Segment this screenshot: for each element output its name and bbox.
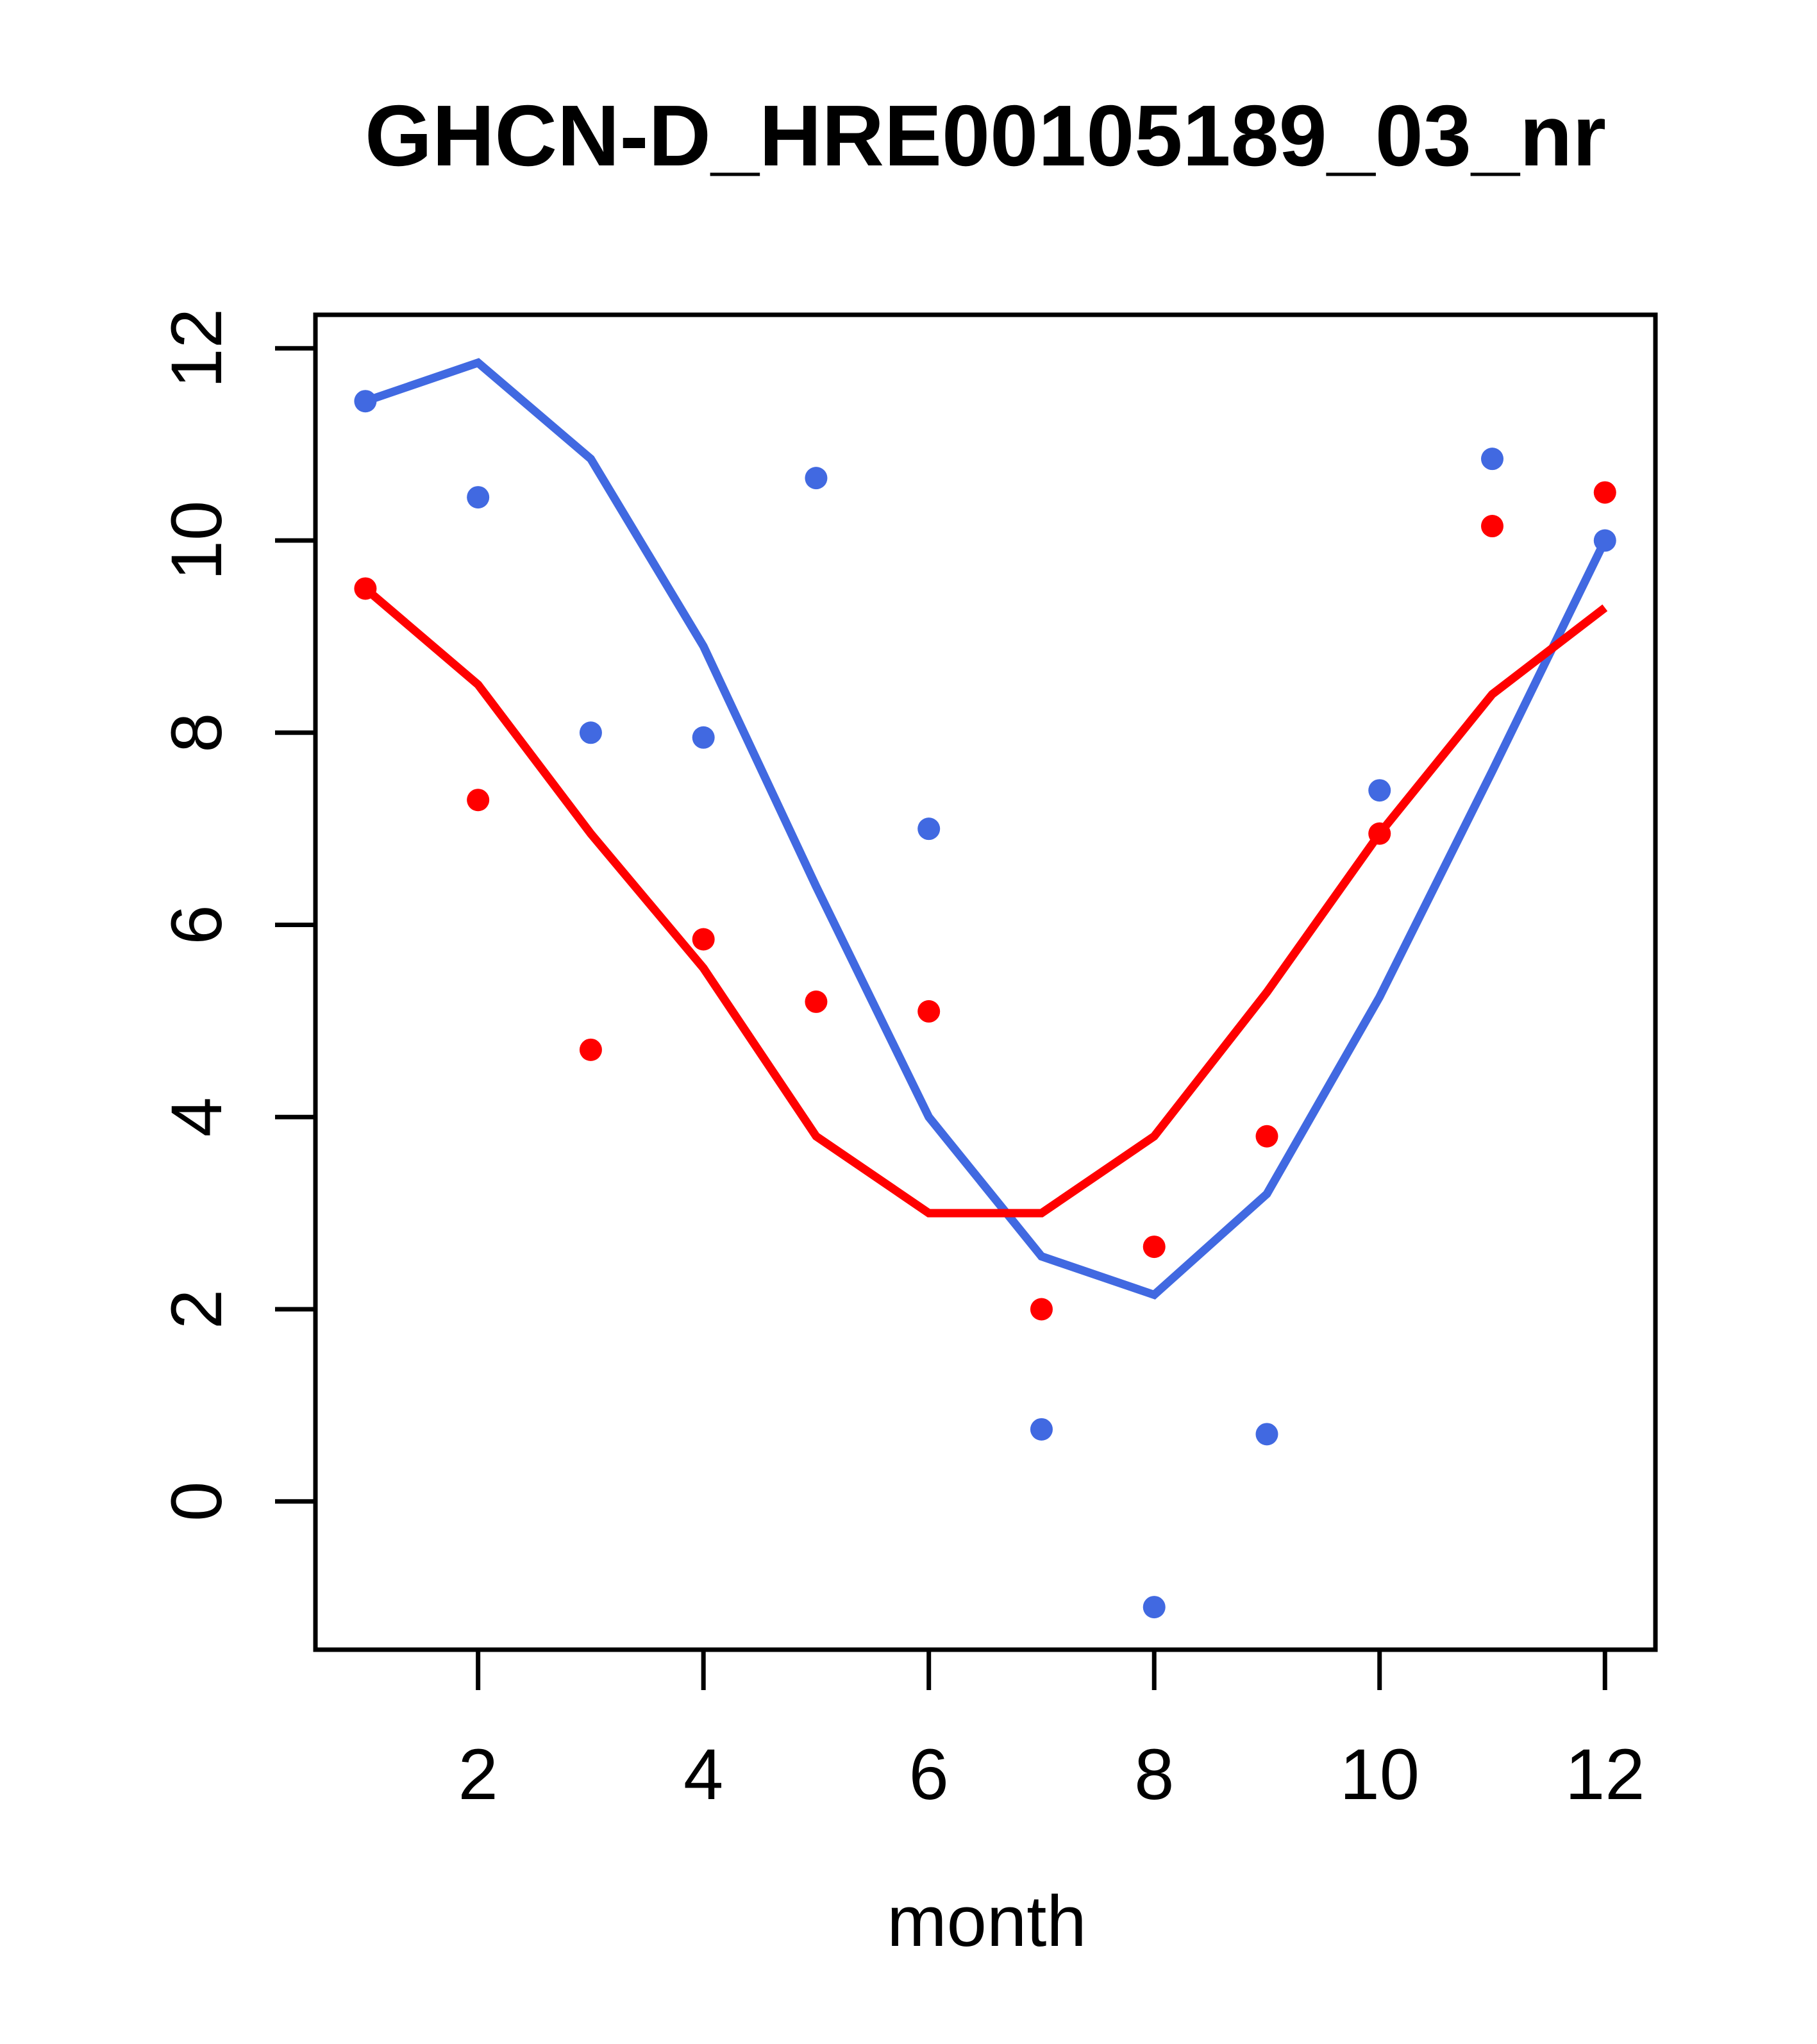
blue-points-dot bbox=[1481, 448, 1503, 471]
y-tick-label: 6 bbox=[156, 905, 237, 944]
x-tick-label: 6 bbox=[909, 1734, 949, 1814]
y-tick-label: 2 bbox=[156, 1289, 237, 1329]
x-axis-label: month bbox=[887, 1881, 1086, 1961]
chart-title: GHCN-D_HRE00105189_03_nr bbox=[365, 87, 1606, 184]
red-points-dot bbox=[1143, 1236, 1166, 1259]
red-points-dot bbox=[1593, 481, 1616, 504]
blue-line-path bbox=[364, 358, 1609, 1300]
x-tick-label: 2 bbox=[458, 1734, 498, 1814]
blue-points-dot bbox=[1255, 1423, 1278, 1446]
blue-points-dot bbox=[1368, 779, 1391, 802]
red-points-dot bbox=[1030, 1298, 1053, 1321]
blue-points-dot bbox=[1593, 529, 1616, 552]
blue-points-dot bbox=[467, 486, 490, 509]
blue-points-dot bbox=[1030, 1418, 1053, 1441]
blue-points-dot bbox=[917, 817, 941, 841]
x-tick-label: 10 bbox=[1339, 1734, 1419, 1814]
x-tick-label: 12 bbox=[1565, 1734, 1645, 1814]
blue-points-dot bbox=[805, 467, 828, 490]
x-tick-label: 4 bbox=[683, 1734, 723, 1814]
y-tick-label: 10 bbox=[156, 501, 237, 581]
red-points-dot bbox=[1481, 515, 1503, 538]
red-points-dot bbox=[692, 928, 715, 951]
x-tick-label: 8 bbox=[1134, 1734, 1174, 1814]
blue-points-dot bbox=[1143, 1596, 1166, 1619]
y-tick-label: 0 bbox=[156, 1482, 237, 1521]
x-axis: 2 4 6 8 10 12 bbox=[458, 1650, 1645, 1814]
red-points-dot bbox=[917, 1000, 941, 1023]
plot-box bbox=[313, 312, 1658, 1652]
red-points-dot bbox=[805, 990, 828, 1013]
series-lines bbox=[362, 358, 1609, 1300]
y-tick-label: 4 bbox=[156, 1097, 237, 1137]
y-tick-label: 8 bbox=[156, 713, 237, 753]
blue-points-dot bbox=[579, 721, 602, 744]
red-points-dot bbox=[1368, 822, 1391, 845]
red-points-dot bbox=[354, 577, 377, 600]
red-points-dot bbox=[579, 1038, 602, 1061]
y-axis: 0 2 4 6 8 10 12 bbox=[156, 308, 315, 1521]
series-points bbox=[354, 390, 1616, 1619]
red-points-dot bbox=[467, 789, 490, 812]
red-line-path bbox=[362, 585, 1608, 1218]
blue-points-dot bbox=[692, 726, 715, 749]
blue-points-dot bbox=[354, 390, 377, 413]
y-tick-label: 12 bbox=[156, 308, 237, 389]
red-points-dot bbox=[1255, 1125, 1278, 1148]
